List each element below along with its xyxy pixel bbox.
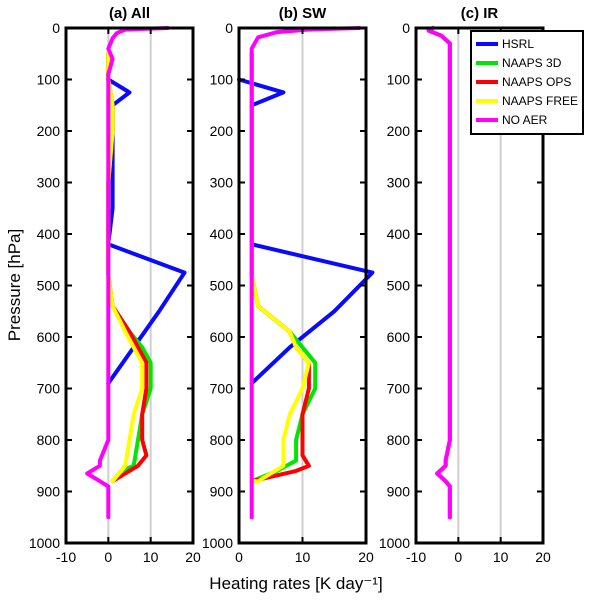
y-tick-label: 600 [387, 329, 411, 345]
y-tick-label: 100 [387, 72, 411, 88]
y-tick-label: 900 [387, 484, 411, 500]
y-tick-label: 800 [37, 432, 61, 448]
y-tick-label: 700 [387, 381, 411, 397]
x-tick-label: 10 [493, 549, 509, 565]
y-tick-label: 700 [37, 381, 61, 397]
x-tick-label: 0 [235, 549, 243, 565]
x-tick-label: 20 [185, 549, 201, 565]
legend-label: NAAPS FREE [502, 94, 578, 108]
y-tick-label: 800 [210, 432, 234, 448]
series-line-hsrl [106, 77, 187, 386]
legend-label: NAAPS 3D [502, 56, 562, 70]
x-tick-label: 10 [295, 549, 311, 565]
y-tick-label: 500 [387, 278, 411, 294]
legend-label: NO AER [502, 113, 548, 127]
series-line-no-aer [426, 26, 452, 520]
y-tick-label: 600 [210, 329, 234, 345]
y-tick-label: 600 [37, 329, 61, 345]
y-tick-label: 200 [37, 123, 61, 139]
x-tick-label: -10 [56, 549, 76, 565]
x-tick-label: 20 [535, 549, 551, 565]
x-tick-label: 10 [143, 549, 159, 565]
x-tick-label: 0 [104, 549, 112, 565]
y-tick-label: 400 [37, 226, 61, 242]
x-tick-label: 20 [358, 549, 374, 565]
panel-1: 0 100 200 300 400 500 600 700 800 900 1000-10 0 10 20… [29, 5, 201, 565]
series-line-naaps-free [426, 26, 452, 520]
legend-label: NAAPS OPS [502, 75, 571, 89]
y-tick-label: 100 [210, 72, 234, 88]
y-tick-label: 300 [37, 175, 61, 191]
series-line-naaps-3d [106, 51, 153, 484]
y-tick-label: 1000 [202, 535, 233, 551]
series-line-naaps-free [106, 51, 145, 484]
y-tick-label: 100 [37, 72, 61, 88]
series-line-no-aer [85, 26, 170, 520]
y-tick-label: 900 [37, 484, 61, 500]
x-tick-label: 0 [454, 549, 462, 565]
legend: HSRL NAAPS 3D NAAPS OPS NAAPS FREE NO AER [470, 30, 584, 135]
series-line-hsrl [426, 26, 452, 520]
y-tick-label: 0 [52, 20, 60, 36]
panel-title: (b) SW [279, 5, 327, 22]
y-tick-label: 500 [37, 278, 61, 294]
y-tick-label: 0 [225, 20, 233, 36]
x-tick-label: -10 [406, 549, 426, 565]
y-tick-label: 300 [210, 175, 234, 191]
panel-title: (a) All [109, 5, 150, 22]
series-line-naaps-3d [249, 51, 318, 484]
y-tick-label: 700 [210, 381, 234, 397]
series-line-no-aer [249, 26, 362, 520]
y-tick-label: 300 [387, 175, 411, 191]
y-axis-label: Pressure [hPa] [5, 229, 24, 341]
y-tick-label: 200 [210, 123, 234, 139]
series-line-naaps-ops [426, 26, 452, 520]
y-tick-label: 800 [387, 432, 411, 448]
y-tick-label: 400 [387, 226, 411, 242]
x-axis-label: Heating rates [K day⁻¹] [209, 574, 382, 593]
series-line-naaps-3d [426, 26, 452, 520]
panel-title: (c) IR [461, 5, 499, 22]
series-line-hsrl [237, 77, 375, 386]
y-tick-label: 900 [210, 484, 234, 500]
y-tick-label: 1000 [29, 535, 60, 551]
y-tick-label: 1000 [379, 535, 410, 551]
y-tick-label: 0 [402, 20, 410, 36]
y-tick-label: 500 [210, 278, 234, 294]
y-tick-label: 200 [387, 123, 411, 139]
legend-label: HSRL [502, 37, 534, 51]
y-tick-label: 400 [210, 226, 234, 242]
